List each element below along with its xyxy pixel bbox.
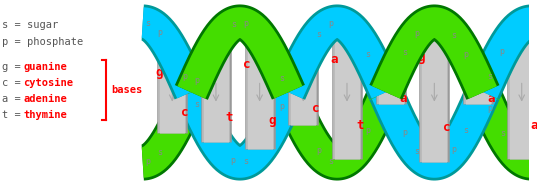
Text: t: t — [225, 111, 233, 124]
Text: s = sugar: s = sugar — [2, 20, 58, 30]
Text: s: s — [243, 157, 248, 166]
Text: s: s — [402, 48, 407, 57]
Text: cytosine: cytosine — [24, 78, 74, 88]
Text: adenine: adenine — [24, 94, 67, 104]
Text: p: p — [194, 76, 199, 85]
Text: s: s — [316, 30, 321, 39]
Text: p: p — [463, 51, 468, 59]
Text: g: g — [156, 66, 163, 79]
Text: g: g — [418, 51, 425, 64]
Text: g =: g = — [2, 62, 33, 72]
Text: p: p — [182, 72, 187, 81]
Text: p: p — [414, 29, 419, 38]
Text: a: a — [330, 53, 338, 66]
Text: p: p — [280, 102, 285, 111]
Text: p: p — [451, 145, 456, 154]
Text: t: t — [374, 80, 382, 93]
Text: c: c — [243, 58, 251, 71]
Text: s: s — [451, 31, 456, 40]
Text: t: t — [356, 119, 364, 132]
Text: p: p — [243, 19, 248, 28]
Text: s: s — [231, 20, 236, 29]
Text: g: g — [268, 114, 276, 127]
Text: a: a — [487, 92, 495, 105]
Text: a: a — [531, 119, 537, 132]
Text: s: s — [280, 74, 285, 83]
Text: thymine: thymine — [24, 110, 67, 120]
Text: s: s — [488, 72, 492, 81]
Text: s: s — [329, 157, 333, 166]
Text: p: p — [157, 28, 162, 37]
Text: p: p — [402, 128, 407, 137]
Text: s: s — [463, 126, 468, 134]
Text: p: p — [365, 126, 370, 135]
Text: bases: bases — [111, 85, 142, 95]
Text: p = phosphate: p = phosphate — [2, 37, 83, 47]
Text: s: s — [365, 50, 370, 59]
Text: a: a — [400, 92, 407, 105]
Text: s: s — [145, 19, 150, 28]
Text: guanine: guanine — [24, 62, 67, 72]
Text: p: p — [231, 156, 236, 165]
Text: s: s — [500, 129, 505, 138]
Text: s: s — [194, 100, 199, 109]
Text: s: s — [414, 147, 419, 156]
Text: t: t — [461, 80, 469, 93]
Text: a =: a = — [2, 94, 33, 104]
Text: c: c — [444, 121, 451, 134]
Text: t: t — [505, 53, 513, 66]
Text: s: s — [157, 148, 162, 157]
Text: g: g — [287, 70, 294, 83]
Text: c =: c = — [2, 78, 33, 88]
Text: t =: t = — [2, 110, 33, 120]
Text: c: c — [313, 102, 320, 115]
Text: s: s — [182, 104, 187, 113]
Text: a: a — [199, 61, 207, 74]
Text: p: p — [316, 146, 321, 155]
Text: p: p — [488, 104, 492, 113]
Text: p: p — [500, 47, 505, 56]
Text: c: c — [182, 106, 189, 119]
Text: p: p — [145, 157, 150, 166]
Text: p: p — [329, 19, 333, 28]
